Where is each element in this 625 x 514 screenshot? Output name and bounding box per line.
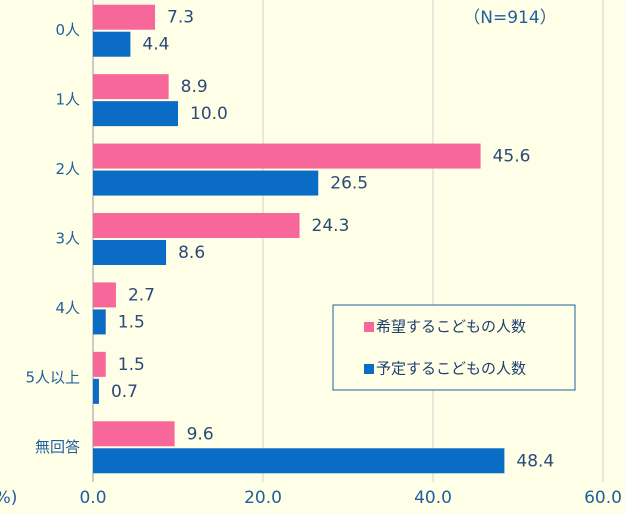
data-label: 24.3 [312,216,350,236]
data-label: 2.7 [128,285,155,305]
bar [93,351,106,377]
bar [93,101,178,127]
bar [93,240,167,265]
y-tick-label: 0人 [55,21,80,39]
y-tick-label: 4人 [55,299,80,317]
y-tick-label: 無回答 [35,438,80,456]
bar [93,421,175,447]
annotation: （N=914） [463,8,556,28]
bar [93,74,169,100]
x-axis-label: (%) [0,488,17,508]
x-tick-label: 40.0 [414,488,452,508]
x-tick-label: 60.0 [584,488,622,508]
y-tick-label: 2人 [55,160,80,178]
data-label: 9.6 [187,424,214,444]
data-label: 1.5 [118,312,145,332]
bar [93,378,99,404]
bar [93,31,131,57]
data-label: 48.4 [516,451,554,471]
data-label: 1.5 [118,355,145,375]
bar [93,4,156,30]
data-label: 0.7 [111,382,138,402]
x-tick-label: 0.0 [79,488,106,508]
y-tick-label: 1人 [55,91,80,109]
data-label: 26.5 [330,174,368,194]
data-label: 10.0 [190,104,228,124]
legend-box [332,304,576,391]
legend-label: 予定するこどもの人数 [376,360,526,378]
data-label: 7.3 [167,8,194,28]
bar [93,213,300,238]
y-tick-label: 3人 [55,230,80,248]
bar [93,448,505,474]
bar [93,282,116,308]
bar [93,309,106,335]
y-tick-label: 5人以上 [25,368,80,386]
legend-label: 希望するこどもの人数 [376,318,526,336]
data-label: 8.6 [178,243,205,263]
legend-swatch [364,364,374,374]
bar [93,143,481,169]
data-label: 8.9 [181,77,208,97]
bar [93,170,319,196]
data-label: 45.6 [493,147,531,167]
data-label: 4.4 [142,35,169,55]
x-tick-label: 20.0 [244,488,282,508]
legend-swatch [364,322,374,332]
